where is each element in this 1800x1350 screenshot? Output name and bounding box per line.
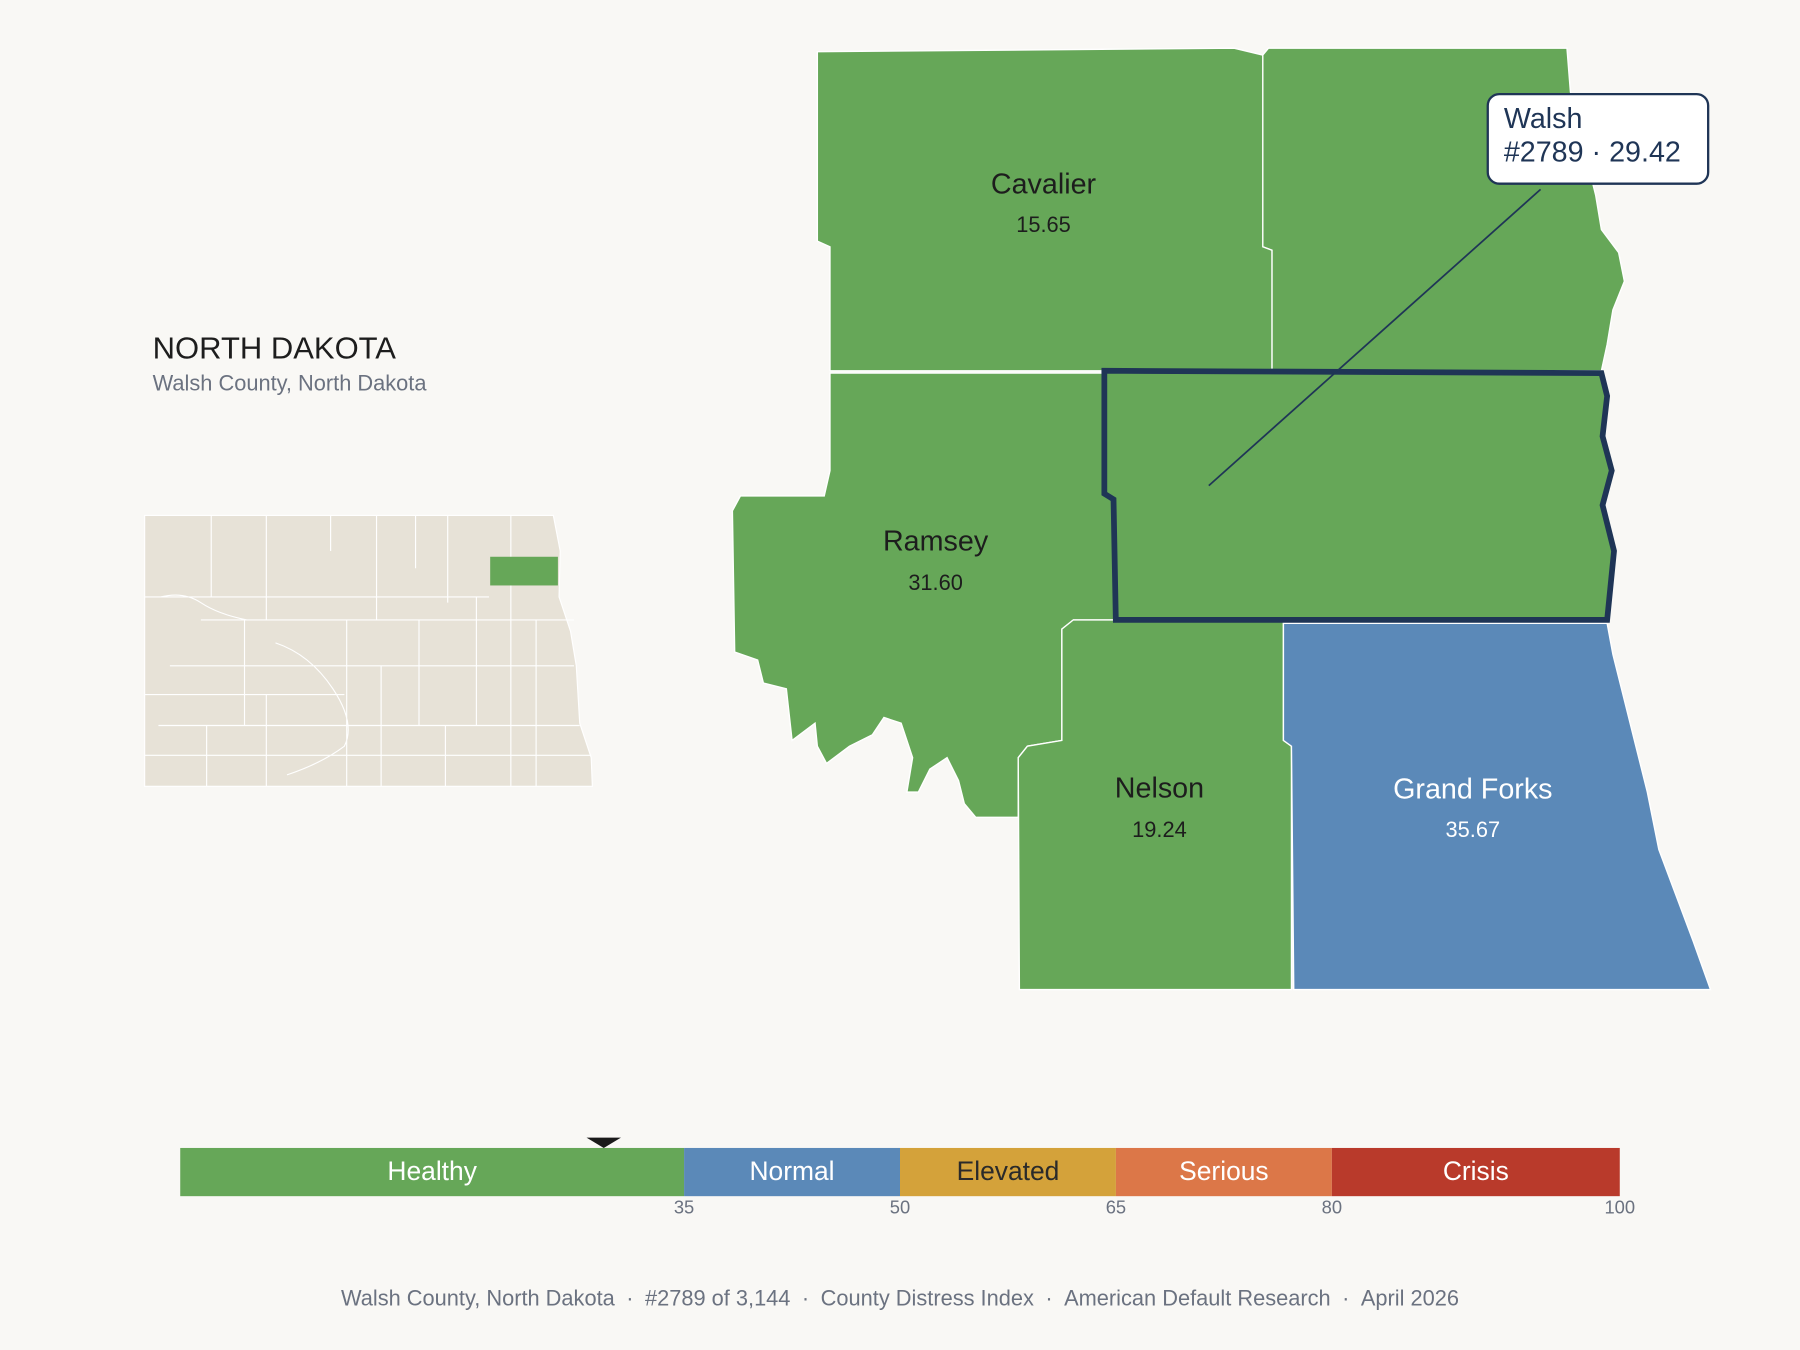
footer-part: Walsh County, North Dakota xyxy=(341,1285,616,1310)
county-value: 19.24 xyxy=(1132,817,1187,842)
legend: Healthy Normal Elevated Serious Crisis 35 50 65… xyxy=(180,1137,1635,1218)
footer-separator: · xyxy=(1045,1285,1052,1310)
legend-band-label: Serious xyxy=(1179,1156,1268,1186)
legend-band xyxy=(180,1147,685,1197)
footer-part: American Default Research xyxy=(1064,1285,1331,1310)
county-value: 15.65 xyxy=(1016,212,1071,237)
tooltip-line: #2789 · 29.42 xyxy=(1504,136,1681,168)
county[interactable] xyxy=(1282,622,1712,991)
county-value: 35.67 xyxy=(1446,817,1501,842)
county-name: Nelson xyxy=(1115,772,1204,804)
legend-tick-label: 65 xyxy=(1106,1197,1126,1218)
legend-band xyxy=(900,1147,1116,1197)
legend-pointer xyxy=(586,1137,621,1148)
footer-part: April 2026 xyxy=(1361,1285,1459,1310)
legend-band xyxy=(684,1147,900,1197)
inset-map xyxy=(144,514,593,787)
county-name: Cavalier xyxy=(991,169,1097,201)
legend-tick-label: 35 xyxy=(674,1197,694,1218)
county-name: Grand Forks xyxy=(1393,774,1552,806)
tooltip-box xyxy=(1486,92,1710,185)
legend-band xyxy=(1331,1147,1620,1197)
county-value: 31.60 xyxy=(908,570,963,595)
tooltip-leader xyxy=(1208,188,1542,487)
county[interactable] xyxy=(816,47,1273,372)
subtitle: Walsh County, North Dakota xyxy=(153,370,428,395)
county-name: Ramsey xyxy=(883,526,989,558)
footer-separator: · xyxy=(802,1285,809,1310)
legend-band-label: Elevated xyxy=(957,1156,1060,1186)
legend-band xyxy=(1115,1147,1332,1197)
tooltip-title: Walsh xyxy=(1504,103,1583,135)
footer: Walsh County, North Dakota · #2789 of 3,14… xyxy=(341,1285,1459,1310)
state-title: NORTH DAKOTA xyxy=(153,330,397,365)
inset-highlight xyxy=(490,556,558,586)
footer-separator: · xyxy=(626,1285,633,1310)
legend-band-label: Crisis xyxy=(1443,1156,1509,1186)
legend-band-label: Healthy xyxy=(387,1156,477,1186)
footer-part: County Distress Index xyxy=(821,1285,1034,1310)
legend-tick-label: 100 xyxy=(1604,1197,1635,1218)
legend-tick-label: 80 xyxy=(1322,1197,1342,1218)
selected-county[interactable] xyxy=(1101,367,1617,623)
footer-separator: · xyxy=(1342,1285,1349,1310)
legend-tick-label: 50 xyxy=(890,1197,910,1218)
footer-part: #2789 of 3,144 xyxy=(645,1285,790,1310)
legend-band-label: Normal xyxy=(750,1156,835,1186)
